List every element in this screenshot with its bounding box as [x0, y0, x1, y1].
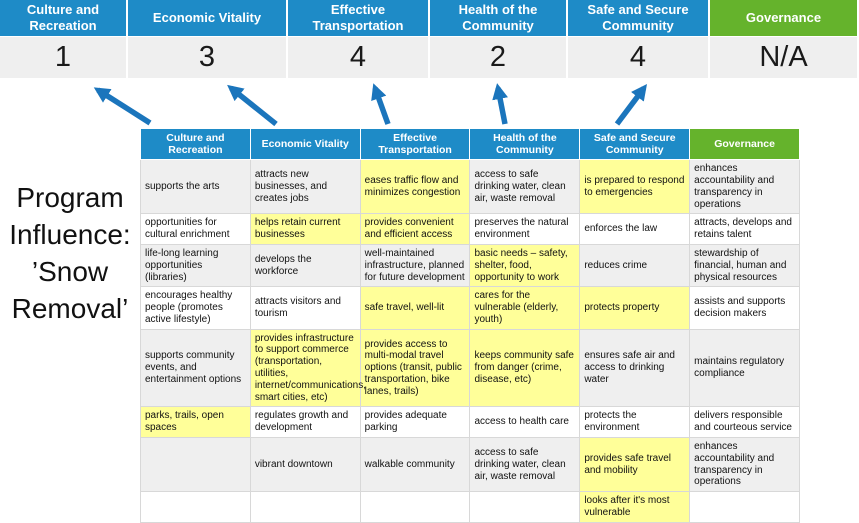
matrix-header-row: Culture and Recreation Economic Vitality…	[140, 127, 800, 161]
matrix-cell: opportunities for cultural enrichment	[140, 213, 251, 245]
matrix-row: parks, trails, open spaces regulates gro…	[140, 406, 800, 439]
matrix-cell-highlighted: provides infrastructure to support comme…	[249, 328, 366, 408]
matrix-cell: attracts, develops and retains talent	[689, 213, 800, 245]
matrix-cell: ensures safe air and access to drinking …	[579, 328, 691, 408]
matrix-cell: attracts new businesses, and creates job…	[249, 159, 361, 215]
matrix-cell-highlighted: looks after it's most vulnerable	[579, 491, 691, 523]
matrix-cell: reduces crime	[579, 243, 691, 288]
matrix-row: opportunities for cultural enrichment he…	[140, 213, 800, 245]
matrix-cell: provides adequate parking	[359, 406, 471, 439]
matrix-cell: stewardship of financial, human and phys…	[689, 243, 800, 288]
up-arrows-icon	[93, 83, 647, 127]
matrix-cell: preserves the natural environment	[469, 213, 581, 245]
matrix-cell-highlighted: parks, trails, open spaces	[140, 406, 251, 439]
arrow-icon-health	[492, 83, 508, 125]
summary-header-safety: Safe and Secure Community	[568, 0, 708, 36]
matrix-cell: enforces the law	[579, 213, 691, 245]
matrix-cell: well-maintained infrastructure, planned …	[359, 243, 471, 288]
program-label-line1: Program	[16, 182, 124, 213]
matrix-cell	[469, 491, 581, 523]
matrix-cell-highlighted: provides access to multi-modal travel op…	[359, 328, 471, 408]
score-governance: N/A	[710, 37, 857, 78]
content-area: Program Influence: ’Snow Removal’ Cultur…	[0, 127, 859, 523]
arrow-zone	[0, 78, 859, 128]
matrix-cell	[249, 491, 361, 523]
matrix-cell: assists and supports decision makers	[689, 286, 800, 330]
matrix-cell: maintains regulatory compliance	[689, 328, 800, 408]
matrix-cell	[140, 491, 251, 523]
matrix-header-transportation: Effective Transportation	[359, 127, 471, 161]
matrix-cell-highlighted: provides convenient and efficient access	[359, 213, 471, 245]
program-label-line2: Influence:	[9, 218, 131, 250]
matrix-cell: supports the arts	[140, 159, 251, 215]
arrow-icon-transportation	[371, 83, 391, 125]
matrix-cell: enhances accountability and transparency…	[689, 159, 800, 215]
arrow-icon-culture	[93, 87, 152, 126]
program-label-line4: Removal’	[11, 292, 129, 324]
matrix-header-culture: Culture and Recreation	[140, 127, 251, 161]
summary-band: Culture and Recreation Economic Vitality…	[0, 0, 859, 78]
matrix-cell: access to safe drinking water, clean air…	[469, 159, 581, 215]
program-label-line3: ’Snow	[31, 255, 109, 287]
matrix-row: looks after it's most vulnerable	[140, 491, 800, 523]
matrix-cell: develops the workforce	[249, 243, 361, 288]
influence-matrix-table: Culture and Recreation Economic Vitality…	[140, 127, 800, 523]
matrix-header-health: Health of the Community	[469, 127, 581, 161]
matrix-header-safety: Safe and Secure Community	[579, 127, 691, 161]
matrix-cell-highlighted: safe travel, well-lit	[359, 286, 471, 330]
matrix-cell: life-long learning opportunities (librar…	[140, 243, 251, 288]
arrow-icon-safety	[614, 84, 647, 126]
matrix-row: life-long learning opportunities (librar…	[140, 243, 800, 288]
matrix-cell: regulates growth and development	[249, 406, 361, 439]
arrow-icon-economic	[227, 84, 278, 127]
summary-header-culture: Culture and Recreation	[0, 0, 126, 36]
matrix-row: supports community events, and entertain…	[140, 328, 800, 408]
score-culture: 1	[0, 37, 126, 78]
matrix-cell-highlighted: protects property	[579, 286, 691, 330]
matrix-cell: supports community events, and entertain…	[140, 328, 251, 408]
matrix-cell-highlighted: is prepared to respond to emergencies	[579, 159, 691, 215]
matrix-cell: delivers responsible and courteous servi…	[689, 406, 800, 439]
summary-header-health: Health of the Community	[430, 0, 566, 36]
matrix-row: supports the arts attracts new businesse…	[140, 159, 800, 215]
program-influence-label: Program Influence: ’Snow Removal’	[0, 180, 140, 328]
score-transportation: 4	[288, 37, 428, 78]
matrix-cell-highlighted: keeps community safe from danger (crime,…	[469, 328, 581, 408]
summary-header-transportation: Effective Transportation	[288, 0, 428, 36]
matrix-cell: encourages healthy people (promotes acti…	[140, 286, 251, 330]
matrix-header-economic: Economic Vitality	[249, 127, 361, 161]
matrix-cell	[359, 491, 471, 523]
matrix-cell-highlighted: basic needs – safety, shelter, food, opp…	[469, 243, 581, 288]
matrix-cell: attracts visitors and tourism	[249, 286, 361, 330]
matrix-cell-highlighted: helps retain current businesses	[249, 213, 361, 245]
matrix-cell	[689, 491, 800, 523]
summary-header-governance: Governance	[710, 0, 857, 36]
matrix-cell-highlighted: eases traffic flow and minimizes congest…	[359, 159, 471, 215]
score-health: 2	[430, 37, 566, 78]
matrix-row: encourages healthy people (promotes acti…	[140, 286, 800, 330]
summary-header-economic: Economic Vitality	[128, 0, 286, 36]
score-safety: 4	[568, 37, 708, 78]
matrix-cell: access to health care	[469, 406, 581, 439]
score-economic: 3	[128, 37, 286, 78]
matrix-cell-highlighted: cares for the vulnerable (elderly, youth…	[469, 286, 581, 330]
matrix-header-governance: Governance	[689, 127, 800, 161]
matrix-cell: protects the environment	[579, 406, 691, 439]
